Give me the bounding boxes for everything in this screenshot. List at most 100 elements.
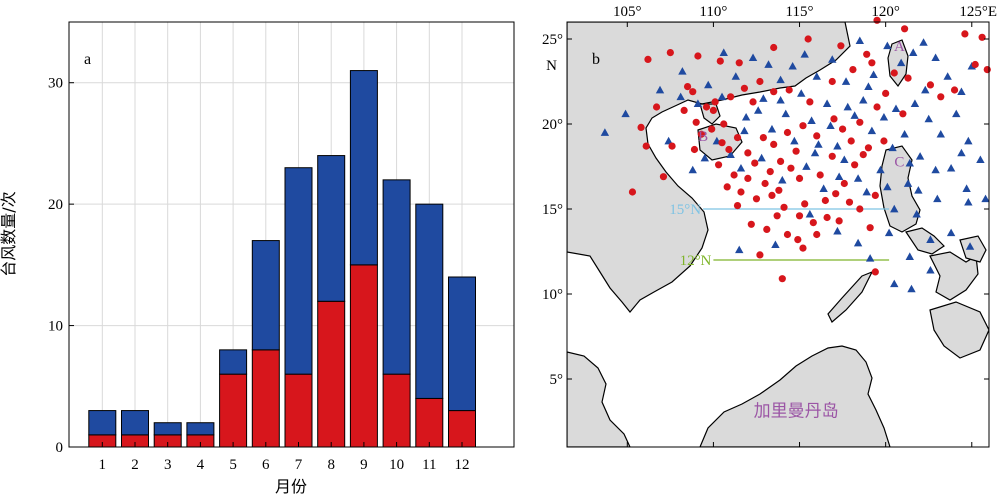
circle-marker (830, 115, 838, 123)
triangle-marker (841, 77, 851, 85)
x-tick-label: 10 (389, 457, 404, 473)
mindanao-island (929, 301, 989, 359)
triangle-marker (964, 136, 973, 145)
bar-segment-lower (219, 373, 248, 448)
circle-marker (744, 174, 752, 182)
x-axis-ticks: 1 2 3 4 5 6 7 8 9 10 11 12 (99, 442, 470, 473)
circle-marker (783, 128, 792, 137)
circle-marker (868, 59, 876, 67)
triangle-marker (753, 106, 763, 114)
lat-tick-label-hemisphere: N (546, 58, 557, 74)
circle-marker (823, 213, 831, 222)
triangle-marker (890, 204, 899, 213)
circle-marker (733, 134, 742, 142)
circle-marker (723, 183, 731, 191)
circle-marker (783, 230, 792, 239)
plot-frame (68, 21, 515, 448)
triangle-marker (905, 158, 914, 167)
circle-marker (756, 251, 764, 259)
circle-marker (835, 217, 843, 225)
triangle-marker (800, 50, 809, 58)
circle-marker (795, 212, 804, 220)
circle-marker (864, 144, 873, 152)
circle-marker (873, 103, 881, 111)
triangle-marker (822, 99, 832, 107)
circle-marker (851, 161, 859, 169)
triangle-marker (676, 92, 685, 101)
map-frame (566, 21, 990, 448)
triangle-marker (909, 48, 918, 56)
lat-tick-label: 20° (542, 117, 563, 133)
circle-marker (770, 140, 778, 148)
map-lon-ticks: 105° 110° 115° 120° 125°E (613, 4, 997, 447)
y-axis-ticks: 0 10 20 30 (48, 76, 74, 456)
panel-letter-a: a (84, 51, 91, 68)
x-tick-label: 8 (327, 457, 335, 473)
circle-marker (778, 275, 786, 283)
circle-marker (644, 55, 652, 64)
circle-marker (759, 134, 767, 142)
circle-marker (813, 132, 821, 140)
triangle-marker (664, 136, 673, 145)
circle-marker (725, 145, 733, 154)
circle-marker (794, 236, 802, 244)
triangle-marker (924, 114, 933, 123)
circle-marker (871, 191, 879, 199)
circle-marker (785, 86, 793, 94)
triangle-marker (853, 238, 863, 247)
triangle-markers (600, 36, 990, 293)
circle-marker (770, 88, 778, 96)
triangle-marker (678, 67, 687, 75)
y-tick-label: 10 (48, 319, 63, 335)
mainland-china-indochina (567, 22, 851, 313)
circle-marker (773, 212, 781, 220)
circle-marker (733, 202, 742, 210)
circle-marker (882, 89, 890, 97)
triangle-marker (819, 184, 828, 192)
circle-marker (770, 43, 778, 52)
circle-marker (832, 190, 840, 198)
circle-marker (730, 171, 738, 179)
triangle-marker (797, 89, 806, 97)
circle-marker (871, 268, 879, 276)
visayas-island (929, 251, 979, 301)
circle-marker (689, 88, 697, 96)
bar-segment-upper (382, 179, 411, 375)
circle-marker (749, 98, 757, 106)
circle-marker (799, 244, 807, 252)
lat-line-label: 15°N (669, 202, 701, 218)
circle-marker (708, 125, 716, 133)
triangle-marker (943, 72, 952, 80)
triangle-marker (900, 130, 909, 138)
triangle-marker (834, 172, 844, 181)
circle-marker (856, 118, 864, 126)
circle-marker (971, 60, 979, 69)
circle-marker (756, 77, 764, 86)
triangle-marker (919, 38, 928, 46)
triangle-marker (736, 164, 746, 172)
triangle-marker (759, 94, 768, 102)
circle-marker (775, 186, 783, 194)
circle-marker (983, 66, 991, 74)
triangle-marker (865, 254, 875, 262)
circle-marker (735, 59, 743, 67)
land-masses (567, 22, 989, 447)
circle-marker (978, 33, 986, 41)
y-axis-title: 台风数量/次 (0, 191, 18, 276)
bar-segment-lower (317, 300, 346, 448)
circle-marker (727, 93, 735, 101)
circle-marker (718, 139, 726, 147)
panel-letter-b: b (592, 51, 600, 68)
luzon-island (879, 145, 921, 233)
triangle-marker (719, 48, 728, 56)
region-label: A (894, 39, 905, 55)
triangle-marker (957, 87, 966, 96)
lat-tick-label: 15° (542, 202, 563, 218)
x-tick-label: 1 (99, 457, 107, 473)
circle-marker (642, 142, 650, 150)
triangle-marker (814, 140, 823, 148)
triangle-marker (891, 104, 901, 113)
